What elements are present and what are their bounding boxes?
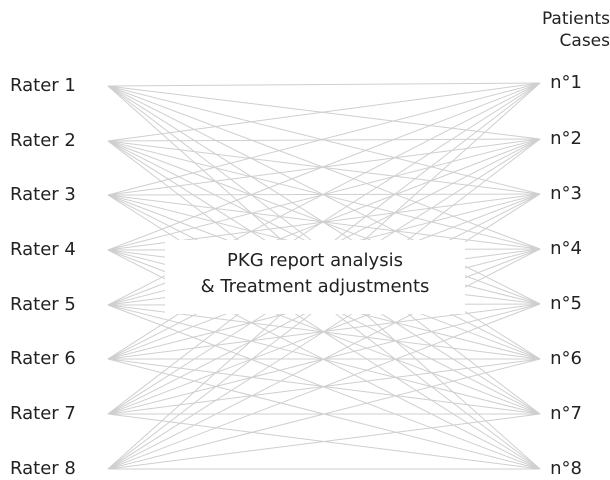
case-label: n°7 (550, 403, 582, 424)
connector-line (107, 138, 541, 142)
rater-label: Rater 3 (10, 184, 76, 205)
connector-lines (107, 82, 541, 470)
patients-cases-header: Patients Cases (510, 8, 610, 52)
rater-label: Rater 6 (10, 348, 76, 369)
connector-line (107, 82, 541, 251)
cases-header-line1: Patients (541, 9, 610, 29)
rater-label: Rater 7 (10, 403, 76, 424)
connector-line (107, 248, 541, 470)
rater-label: Rater 5 (10, 294, 76, 315)
case-label: n°2 (550, 128, 582, 149)
center-process-label: PKG report analysis & Treatment adjustme… (165, 240, 465, 314)
center-label-line2: & Treatment adjustments (200, 276, 430, 297)
rater-label: Rater 4 (10, 239, 76, 260)
connector-line (107, 193, 541, 470)
cases-header-line2: Cases (559, 31, 610, 51)
case-label: n°6 (550, 348, 582, 369)
case-label: n°4 (550, 238, 582, 259)
case-label: n°1 (550, 72, 582, 93)
connector-line (107, 303, 541, 470)
rater-label: Rater 8 (10, 458, 76, 479)
connector-line (107, 82, 541, 87)
case-label: n°5 (550, 293, 582, 314)
case-label: n°3 (550, 183, 582, 204)
rater-label: Rater 2 (10, 130, 76, 151)
connector-line (107, 413, 541, 470)
connector-line (107, 358, 541, 470)
rater-label: Rater 1 (10, 75, 76, 96)
connector-line (107, 82, 541, 142)
case-label: n°8 (550, 458, 582, 479)
center-label-line1: PKG report analysis (227, 250, 403, 271)
connector-line (107, 82, 541, 196)
